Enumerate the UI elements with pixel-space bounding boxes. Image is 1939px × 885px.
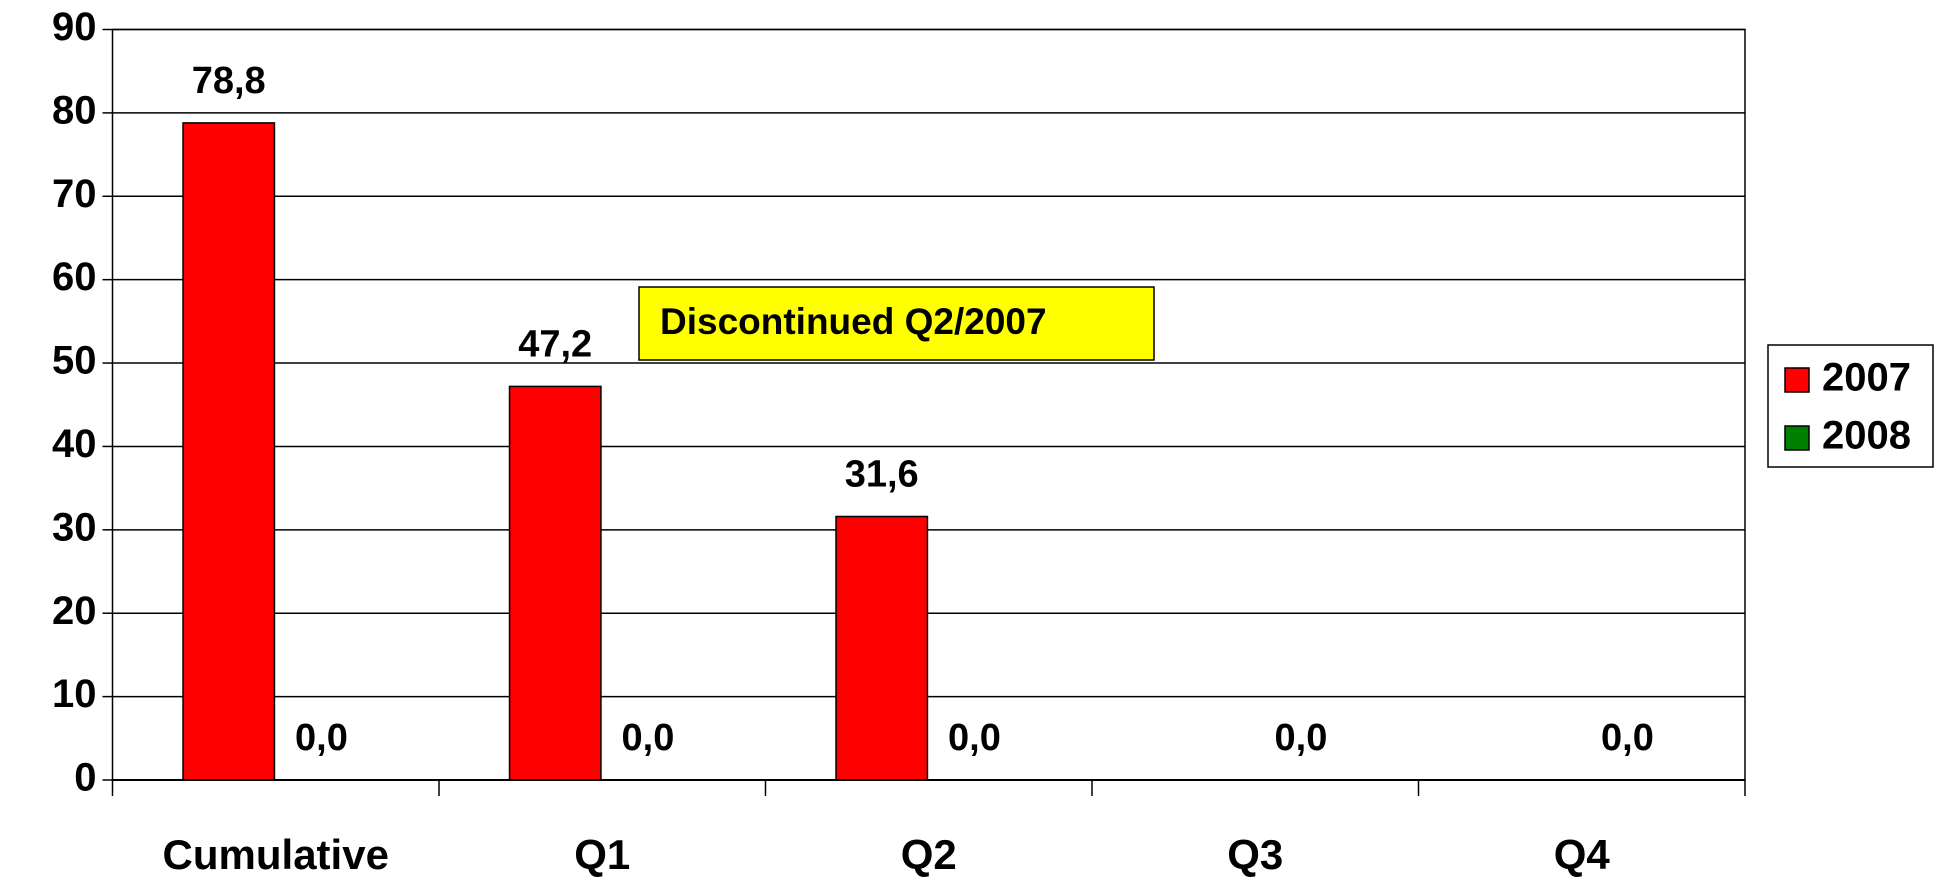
x-tick-label: Q1 — [574, 831, 630, 878]
data-label: 0,0 — [295, 717, 348, 759]
legend-label: 2008 — [1822, 414, 1911, 458]
x-tick-label: Q2 — [901, 831, 957, 878]
y-tick-label: 50 — [52, 339, 97, 383]
annotation-box — [638, 286, 1155, 361]
y-tick-label: 20 — [52, 589, 97, 633]
y-tick-label: 30 — [52, 505, 97, 549]
bar — [182, 122, 276, 781]
data-label: 0,0 — [948, 717, 1001, 759]
data-label: 31,6 — [845, 454, 919, 496]
bar — [835, 515, 929, 781]
y-tick-label: 10 — [52, 672, 97, 716]
y-tick-label: 40 — [52, 422, 97, 466]
data-label: 0,0 — [1601, 717, 1654, 759]
x-tick-label: Q4 — [1554, 831, 1611, 878]
y-tick-label: 60 — [52, 255, 97, 299]
y-tick-label: 90 — [52, 5, 97, 49]
y-tick-label: 70 — [52, 172, 97, 216]
legend-swatch — [1784, 367, 1810, 393]
y-tick-label: 80 — [52, 88, 97, 132]
legend-swatch — [1784, 425, 1810, 451]
y-tick-label: 0 — [74, 756, 96, 800]
data-label: 47,2 — [518, 323, 592, 365]
legend-label: 2007 — [1822, 356, 1911, 400]
data-label: 0,0 — [622, 717, 675, 759]
data-label: 78,8 — [192, 60, 266, 102]
annotation: Discontinued Q2/2007 — [660, 301, 1047, 342]
x-tick-label: Cumulative — [163, 831, 389, 878]
plot-area — [111, 28, 1746, 781]
x-tick-label: Q3 — [1227, 831, 1283, 878]
bar — [508, 385, 602, 781]
data-label: 0,0 — [1275, 717, 1328, 759]
